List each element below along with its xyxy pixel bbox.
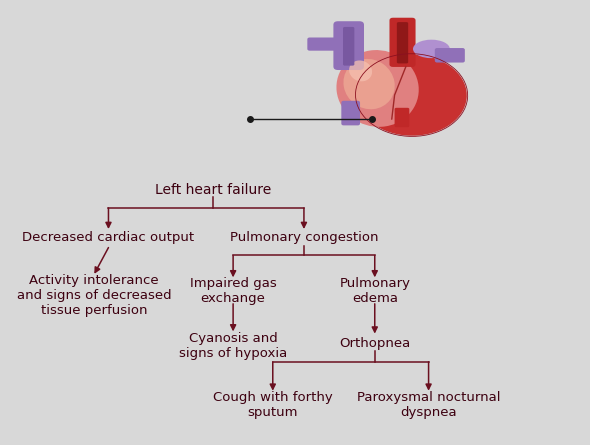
FancyBboxPatch shape (395, 108, 409, 127)
Text: Pulmonary congestion: Pulmonary congestion (230, 231, 378, 244)
Text: Paroxysmal nocturnal
dyspnea: Paroxysmal nocturnal dyspnea (357, 391, 500, 419)
Ellipse shape (343, 59, 395, 109)
Ellipse shape (413, 40, 450, 58)
Text: Left heart failure: Left heart failure (155, 182, 271, 197)
FancyBboxPatch shape (435, 48, 465, 63)
Text: Decreased cardiac output: Decreased cardiac output (22, 231, 195, 244)
Text: Activity intolerance
and signs of decreased
tissue perfusion: Activity intolerance and signs of decrea… (17, 274, 172, 316)
Ellipse shape (336, 50, 419, 127)
Text: Impaired gas
exchange: Impaired gas exchange (190, 277, 277, 305)
Text: Pulmonary
edema: Pulmonary edema (339, 277, 410, 305)
Text: Cough with forthy
sputum: Cough with forthy sputum (213, 391, 333, 419)
FancyBboxPatch shape (307, 37, 343, 51)
Ellipse shape (356, 54, 467, 136)
FancyBboxPatch shape (333, 21, 364, 70)
FancyBboxPatch shape (389, 18, 415, 67)
Text: Orthopnea: Orthopnea (339, 337, 411, 350)
FancyBboxPatch shape (343, 27, 355, 65)
Ellipse shape (349, 61, 372, 81)
Text: Cyanosis and
signs of hypoxia: Cyanosis and signs of hypoxia (179, 332, 287, 360)
FancyBboxPatch shape (397, 22, 408, 64)
FancyBboxPatch shape (342, 101, 360, 125)
